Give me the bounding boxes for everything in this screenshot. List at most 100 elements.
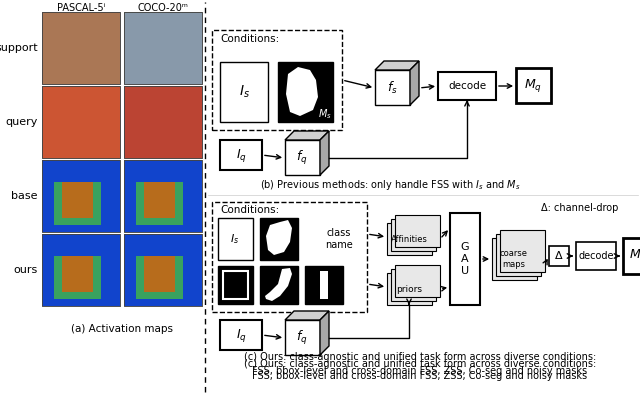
Bar <box>124 160 202 232</box>
Bar <box>42 160 120 232</box>
Bar <box>124 256 202 284</box>
Bar <box>391 269 436 301</box>
Text: $f_q$: $f_q$ <box>296 149 308 167</box>
Bar <box>212 202 367 312</box>
Bar <box>65 160 97 232</box>
Bar <box>124 108 202 136</box>
Bar <box>42 160 120 232</box>
Text: ours: ours <box>13 265 38 275</box>
Text: $I_s$: $I_s$ <box>239 84 250 100</box>
Text: $I_q$: $I_q$ <box>236 146 246 164</box>
Bar <box>124 160 202 232</box>
Text: (c) Ours: class-agnostic and unified task form across diverse conditions:
FSS, b: (c) Ours: class-agnostic and unified tas… <box>244 359 596 381</box>
Bar <box>124 12 202 84</box>
Bar <box>387 273 432 305</box>
Polygon shape <box>285 131 329 140</box>
Text: decode: decode <box>448 81 486 91</box>
Bar <box>147 86 179 158</box>
Bar <box>147 160 179 232</box>
Bar <box>143 256 175 292</box>
Bar <box>42 108 120 136</box>
Bar <box>623 238 640 274</box>
Bar <box>147 234 179 306</box>
Bar <box>278 62 333 122</box>
Bar <box>54 256 100 299</box>
Text: G
A
U: G A U <box>461 242 469 276</box>
Bar <box>42 256 120 284</box>
Bar <box>54 182 100 225</box>
Polygon shape <box>265 268 292 301</box>
Text: query: query <box>6 117 38 127</box>
Bar <box>124 86 202 158</box>
Text: priors: priors <box>396 284 422 294</box>
Bar <box>42 234 120 306</box>
Polygon shape <box>285 311 329 320</box>
Text: $f_q$: $f_q$ <box>296 329 308 347</box>
Bar <box>516 68 551 103</box>
Polygon shape <box>266 220 292 255</box>
Text: Δ: Δ <box>555 251 563 261</box>
Bar <box>124 234 202 306</box>
Bar <box>391 219 436 251</box>
Bar <box>260 266 298 304</box>
Bar <box>450 213 480 305</box>
Bar <box>42 160 120 232</box>
Bar <box>212 30 342 130</box>
Bar <box>285 320 320 355</box>
Bar <box>42 86 120 158</box>
Text: $M_q$: $M_q$ <box>524 78 542 94</box>
Text: COCO-20ᵐ: COCO-20ᵐ <box>138 3 188 13</box>
Text: Conditions:: Conditions: <box>220 205 279 215</box>
Text: $M_s$: $M_s$ <box>318 107 332 121</box>
Polygon shape <box>320 131 329 175</box>
Bar <box>124 234 202 306</box>
Text: $I_s$: $I_s$ <box>230 232 239 246</box>
Bar <box>42 12 120 84</box>
Polygon shape <box>320 311 329 355</box>
Bar <box>42 234 120 306</box>
Bar <box>147 12 179 84</box>
Bar <box>65 234 97 306</box>
Text: support: support <box>0 43 38 53</box>
Bar <box>42 234 120 306</box>
Bar <box>124 160 202 232</box>
Text: (a) Activation maps: (a) Activation maps <box>71 324 173 334</box>
Bar <box>305 266 343 304</box>
Text: (b) Previous methods: only handle FSS with $I_s$ and $M_s$: (b) Previous methods: only handle FSS wi… <box>260 178 520 192</box>
Bar <box>438 72 496 100</box>
Bar <box>61 182 93 218</box>
Bar <box>549 246 569 266</box>
Bar <box>387 223 432 255</box>
Text: coarse
maps: coarse maps <box>500 249 528 269</box>
Bar <box>124 86 202 158</box>
Bar <box>124 234 202 306</box>
Bar <box>42 234 120 306</box>
Bar <box>496 234 541 276</box>
Text: $M_q$: $M_q$ <box>629 248 640 264</box>
Bar <box>500 230 545 272</box>
Text: class
name: class name <box>325 228 353 250</box>
Polygon shape <box>375 61 419 70</box>
Text: decode: decode <box>579 251 614 261</box>
Bar <box>42 86 120 158</box>
Bar <box>61 256 93 292</box>
Bar <box>124 234 202 306</box>
Bar <box>285 140 320 175</box>
Bar <box>42 182 120 210</box>
Bar <box>124 182 202 210</box>
Polygon shape <box>286 67 318 116</box>
Bar <box>124 34 202 62</box>
Bar <box>218 218 253 260</box>
Bar <box>65 12 97 84</box>
Bar <box>395 265 440 297</box>
Text: Conditions:: Conditions: <box>220 34 279 44</box>
Bar <box>260 218 298 260</box>
Text: (c) Ours: class-agnostic and unified task form across diverse conditions:
FSS, b: (c) Ours: class-agnostic and unified tas… <box>244 352 596 376</box>
Bar <box>220 62 268 122</box>
Bar <box>124 12 202 84</box>
Bar <box>143 182 175 218</box>
Bar <box>395 215 440 247</box>
Bar <box>492 238 537 280</box>
Bar <box>220 140 262 170</box>
Bar <box>136 182 182 225</box>
